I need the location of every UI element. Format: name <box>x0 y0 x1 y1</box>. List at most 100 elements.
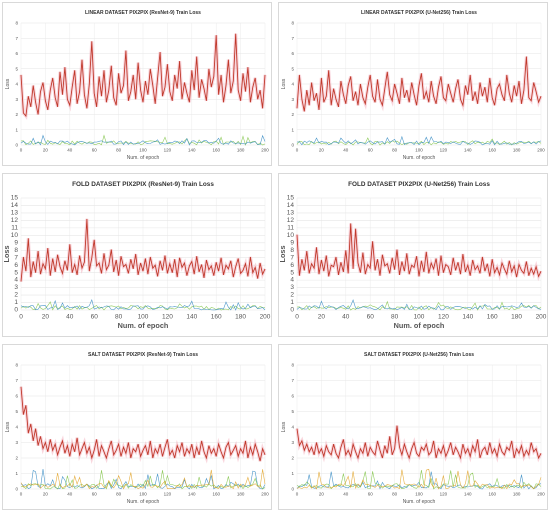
x-tick-label: 60 <box>92 148 98 153</box>
y-tick-label: 8 <box>14 247 18 254</box>
chart-title: SALT DATASET PIX2PIX (U-Net256) Train Lo… <box>364 352 474 358</box>
y-tick-label: 4 <box>14 277 18 284</box>
y-axis-label: Loss <box>5 78 11 89</box>
x-tick-label: 160 <box>211 314 222 321</box>
y-tick-label: 7 <box>291 378 294 383</box>
x-tick-label: 20 <box>43 148 49 153</box>
x-tick-label: 100 <box>139 492 147 497</box>
x-tick-label: 180 <box>237 148 245 153</box>
x-tick-label: 80 <box>116 148 122 153</box>
x-tick-label: 40 <box>66 314 74 321</box>
x-tick-label: 40 <box>343 492 349 497</box>
y-tick-label: 2 <box>291 112 294 117</box>
x-axis-label: Num. of epoch <box>127 155 160 161</box>
y-tick-label: 12 <box>287 217 295 224</box>
x-tick-label: 160 <box>212 148 220 153</box>
y-tick-label: 14 <box>287 202 295 209</box>
y-axis-label: Loss <box>281 78 287 89</box>
aux-loss-line <box>296 299 542 311</box>
x-tick-label: 20 <box>318 314 326 321</box>
aux-loss-line <box>296 468 542 490</box>
x-axis-label: Num. of epoch <box>127 499 160 505</box>
x-tick-label: 80 <box>115 314 123 321</box>
chart-title: SALT DATASET PIX2PIX (ResNet-9) Train Lo… <box>88 352 198 358</box>
y-tick-label: 6 <box>291 51 294 56</box>
x-tick-label: 140 <box>186 314 197 321</box>
chart-panel-fold-resnet: FOLD DATASET PIX2PIX (ResNet-9) Train Lo… <box>2 173 272 337</box>
x-axis-label: Num. of epoch <box>394 321 445 330</box>
x-tick-label: 20 <box>43 492 49 497</box>
y-tick-label: 10 <box>287 232 295 239</box>
y-tick-label: 6 <box>290 262 294 269</box>
y-tick-label: 5 <box>290 269 294 276</box>
x-tick-label: 20 <box>319 492 325 497</box>
y-tick-label: 9 <box>290 239 294 246</box>
y-tick-label: 3 <box>291 97 294 102</box>
x-tick-label: 140 <box>188 148 196 153</box>
x-tick-label: 140 <box>464 148 472 153</box>
chart-linear-unet: LINEAR DATASET PIX2PIX (U-Net256) Train … <box>281 10 545 161</box>
y-tick-label: 1 <box>14 299 18 306</box>
chart-salt-resnet: SALT DATASET PIX2PIX (ResNet-9) Train Lo… <box>5 352 269 505</box>
chart-panel-linear-resnet: LINEAR DATASET PIX2PIX (ResNet-9) Train … <box>2 2 272 166</box>
y-tick-label: 3 <box>291 440 294 445</box>
y-tick-label: 4 <box>290 277 294 284</box>
y-tick-label: 3 <box>15 97 18 102</box>
y-tick-label: 1 <box>290 299 294 306</box>
chart-title: FOLD DATASET PIX2PIX (U-Net256) Train Lo… <box>348 181 490 188</box>
y-axis-label: Loss <box>3 245 11 262</box>
y-axis-label: Loss <box>281 421 287 432</box>
chart-panel-fold-unet: FOLD DATASET PIX2PIX (U-Net256) Train Lo… <box>278 173 548 337</box>
y-tick-label: 15 <box>287 195 295 202</box>
y-tick-label: 4 <box>291 82 294 87</box>
y-tick-label: 12 <box>11 217 19 224</box>
y-axis-label: Loss <box>279 245 287 262</box>
chart-title: LINEAR DATASET PIX2PIX (ResNet-9) Train … <box>85 10 201 16</box>
y-tick-label: 4 <box>291 425 294 430</box>
x-tick-label: 0 <box>296 492 299 497</box>
loss-line <box>20 33 266 118</box>
x-tick-label: 20 <box>319 148 325 153</box>
x-tick-label: 100 <box>138 314 149 321</box>
y-tick-label: 1 <box>291 127 294 132</box>
x-tick-label: 0 <box>296 148 299 153</box>
x-tick-label: 120 <box>162 314 173 321</box>
x-tick-label: 140 <box>188 492 196 497</box>
loss-line <box>20 386 266 462</box>
y-tick-label: 11 <box>11 224 18 231</box>
aux-loss-line <box>20 298 266 311</box>
x-tick-label: 80 <box>116 492 122 497</box>
y-tick-label: 2 <box>291 456 294 461</box>
x-axis-label: Num. of epoch <box>118 321 169 330</box>
aux-loss-line <box>20 469 266 490</box>
x-tick-label: 80 <box>392 148 398 153</box>
x-tick-label: 120 <box>164 492 172 497</box>
chart-fold-unet: FOLD DATASET PIX2PIX (U-Net256) Train Lo… <box>279 181 547 330</box>
x-tick-label: 0 <box>19 314 23 321</box>
y-tick-label: 3 <box>14 284 18 291</box>
loss-line <box>296 223 542 278</box>
x-tick-label: 80 <box>391 314 399 321</box>
y-tick-label: 1 <box>15 127 18 132</box>
x-tick-label: 60 <box>367 314 375 321</box>
x-tick-label: 140 <box>464 492 472 497</box>
y-tick-label: 5 <box>14 269 18 276</box>
y-tick-label: 9 <box>14 239 18 246</box>
y-tick-label: 2 <box>15 456 18 461</box>
x-tick-label: 40 <box>342 314 350 321</box>
x-tick-label: 40 <box>67 148 73 153</box>
y-tick-label: 0 <box>15 143 18 148</box>
y-tick-label: 6 <box>14 262 18 269</box>
x-tick-label: 160 <box>488 148 496 153</box>
x-axis-label: Num. of epoch <box>403 155 436 161</box>
x-tick-label: 60 <box>368 492 374 497</box>
y-tick-label: 8 <box>15 21 18 26</box>
y-tick-label: 0 <box>291 143 294 148</box>
x-tick-label: 200 <box>537 148 545 153</box>
chart-panel-linear-unet: LINEAR DATASET PIX2PIX (U-Net256) Train … <box>278 2 548 166</box>
y-tick-label: 5 <box>291 409 294 414</box>
y-tick-label: 1 <box>15 471 18 476</box>
x-tick-label: 20 <box>42 314 50 321</box>
y-tick-label: 2 <box>14 292 18 299</box>
aux-loss-line <box>20 301 266 311</box>
